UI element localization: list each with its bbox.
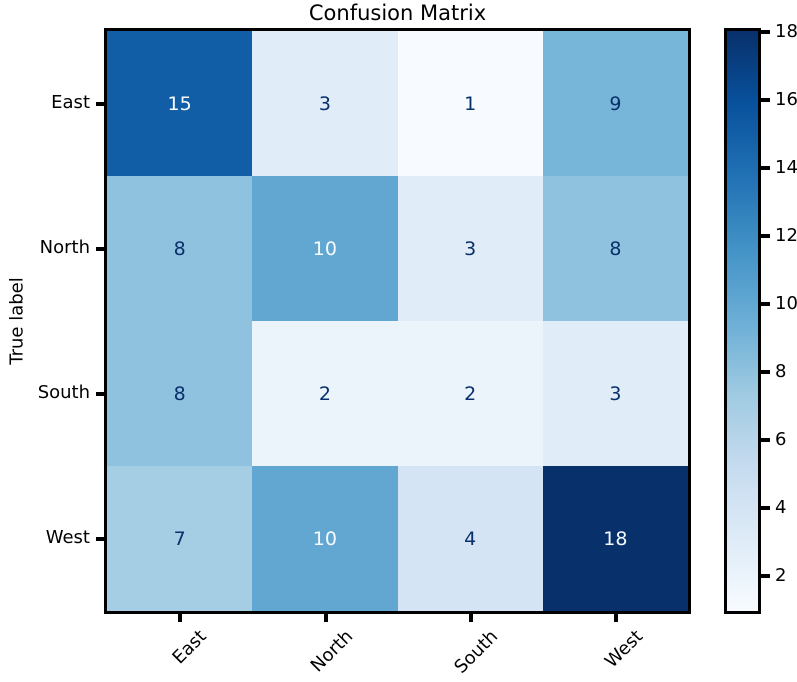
colorbar-tick-label: 18 — [775, 21, 797, 42]
x-tick-label-west: West — [600, 626, 647, 673]
heatmap-cell-north-west: 8 — [542, 176, 688, 321]
heatmap-cell-north-north: 10 — [252, 176, 398, 321]
y-tick-label-north: North — [39, 237, 90, 258]
heatmap-cell-west-south: 4 — [397, 466, 543, 611]
x-tick-label-east: East — [168, 626, 211, 669]
heatmap-cell-south-south: 2 — [397, 321, 543, 466]
y-tick-mark — [96, 537, 105, 541]
colorbar-tick-mark — [761, 30, 770, 34]
colorbar-tick-mark — [761, 98, 770, 102]
colorbar-tick-mark — [761, 166, 770, 170]
heatmap-cell-west-west: 18 — [542, 466, 688, 611]
heatmap-cell-north-east: 8 — [107, 176, 253, 321]
y-tick-mark — [96, 247, 105, 251]
heatmap-cell-south-north: 2 — [252, 321, 398, 466]
y-axis-label: True label — [6, 277, 28, 365]
y-tick-label-west: West — [45, 527, 90, 548]
colorbar-tick-label: 4 — [775, 497, 787, 518]
colorbar-tick-mark — [761, 370, 770, 374]
colorbar-tick-label: 2 — [775, 565, 787, 586]
colorbar-gradient — [724, 28, 761, 614]
colorbar-tick-label: 12 — [775, 225, 797, 246]
x-tick-label-south: South — [450, 626, 502, 678]
heatmap-cell-south-east: 8 — [107, 321, 253, 466]
x-tick-mark — [469, 613, 473, 622]
heatmap-cell-west-east: 7 — [107, 466, 253, 611]
chart-title: Confusion Matrix — [308, 1, 487, 25]
colorbar-tick-label: 14 — [775, 157, 797, 178]
colorbar-tick-mark — [761, 234, 770, 238]
colorbar-tick-label: 16 — [775, 89, 797, 110]
colorbar-tick-mark — [761, 574, 770, 578]
colorbar-tick-label: 8 — [775, 361, 787, 382]
heatmap-cell-east-north: 3 — [252, 31, 398, 176]
colorbar-tick-mark — [761, 302, 770, 306]
heatmap-grid: 15 3 1 9 8 10 3 8 8 2 2 3 7 10 4 18 — [104, 28, 691, 614]
y-tick-mark — [96, 102, 105, 106]
heatmap-cell-south-west: 3 — [542, 321, 688, 466]
y-tick-mark — [96, 392, 105, 396]
heatmap-cell-east-east: 15 — [107, 31, 253, 176]
y-tick-label-east: East — [51, 92, 90, 113]
colorbar-tick-label: 10 — [775, 293, 797, 314]
x-tick-label-north: North — [306, 626, 357, 677]
heatmap-cell-north-south: 3 — [397, 176, 543, 321]
x-tick-mark — [324, 613, 328, 622]
heatmap-cell-west-north: 10 — [252, 466, 398, 611]
heatmap-cell-east-west: 9 — [542, 31, 688, 176]
x-tick-mark — [614, 613, 618, 622]
x-tick-mark — [178, 613, 182, 622]
y-tick-label-south: South — [37, 382, 90, 403]
heatmap-cell-east-south: 1 — [397, 31, 543, 176]
colorbar-tick-label: 6 — [775, 429, 787, 450]
colorbar-tick-mark — [761, 506, 770, 510]
colorbar-tick-mark — [761, 438, 770, 442]
